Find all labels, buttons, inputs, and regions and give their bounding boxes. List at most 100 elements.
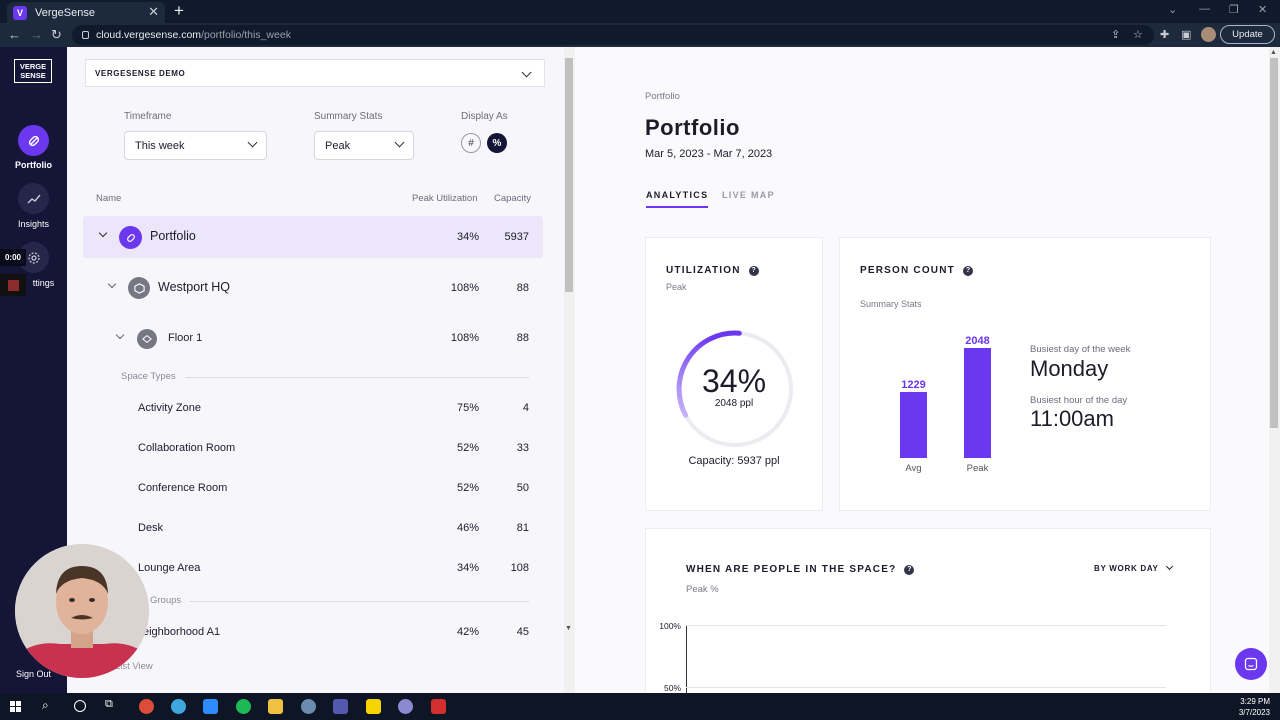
chevron-down-icon[interactable]: ⌄ <box>1168 4 1178 16</box>
browser-tab-bar: V VergeSense ✕ + ⌄ — ❐ ✕ <box>0 0 1280 23</box>
gear-icon <box>27 251 40 264</box>
chevron-down-icon <box>394 137 405 148</box>
back-icon[interactable]: ← <box>8 27 21 42</box>
bar-value-label: 1229 <box>901 379 925 391</box>
sign-out-label[interactable]: Sign Out <box>15 669 52 679</box>
restore-icon[interactable]: ❐ <box>1229 4 1239 16</box>
row-peak: 108% <box>450 332 479 344</box>
page-title: Portfolio <box>645 115 740 140</box>
url-field[interactable]: cloud.vergesense.com/portfolio/this_week <box>72 25 1154 45</box>
sidepanel-icon[interactable]: ▣ <box>1181 29 1192 41</box>
help-icon[interactable]: ? <box>748 266 759 276</box>
browser-tab[interactable]: V VergeSense ✕ <box>7 2 165 23</box>
sticky-notes-icon[interactable] <box>366 699 381 714</box>
row-name: Floor 1 <box>168 332 203 344</box>
file-explorer-icon[interactable] <box>268 699 283 714</box>
profile-avatar[interactable] <box>1201 27 1216 42</box>
system-clock[interactable]: 3:29 PM 3/7/2023 <box>1239 696 1270 718</box>
record-stop-button[interactable] <box>0 274 26 296</box>
breadcrumb[interactable]: Portfolio <box>645 91 680 102</box>
row-capacity: 45 <box>516 626 529 638</box>
chevron-down-icon[interactable] <box>115 330 125 340</box>
nav-portfolio-button[interactable] <box>18 125 49 156</box>
building-icon <box>128 277 150 299</box>
org-selector[interactable]: VERGESENSE DEMO <box>85 59 545 87</box>
building-row[interactable]: Westport HQ 108% 88 <box>83 267 543 309</box>
update-button[interactable]: Update <box>1220 25 1275 44</box>
stop-icon <box>7 279 19 291</box>
windows-start-icon[interactable] <box>10 701 21 712</box>
chrome-icon[interactable] <box>139 699 154 714</box>
y-tick-label: 100% <box>659 621 681 631</box>
space-type-row[interactable]: Lounge Area 34% 108 <box>83 557 543 581</box>
display-percent-toggle[interactable]: % <box>487 133 507 153</box>
close-window-icon[interactable]: ✕ <box>1258 4 1268 16</box>
acrobat-icon[interactable] <box>431 699 446 714</box>
utilization-card: UTILIZATION? Peak 34% 2048 ppl Capacity:… <box>645 237 823 511</box>
app-icon[interactable] <box>301 699 316 714</box>
nav-settings-label[interactable]: ttings <box>32 278 55 288</box>
star-icon[interactable]: ☆ <box>1133 29 1143 41</box>
scroll-up-icon[interactable]: ▲ <box>1270 49 1277 56</box>
row-peak: 42% <box>456 626 479 638</box>
task-view-icon[interactable]: ⧉ <box>105 698 113 710</box>
scrollbar-thumb[interactable] <box>565 58 573 292</box>
portfolio-row[interactable]: Portfolio 34% 5937 <box>83 216 543 258</box>
tab-live-map[interactable]: LIVE MAP <box>722 190 775 200</box>
space-type-row[interactable]: Conference Room 52% 50 <box>83 477 543 501</box>
app-icon[interactable] <box>171 699 186 714</box>
scroll-down-icon[interactable]: ▼ <box>565 625 572 632</box>
app-icon[interactable] <box>398 699 413 714</box>
left-scrollbar[interactable]: ▼ <box>564 47 575 693</box>
chat-button[interactable] <box>1235 648 1267 680</box>
chevron-down-icon <box>247 137 258 148</box>
space-type-row[interactable]: Collaboration Room 52% 33 <box>83 437 543 461</box>
peak-column-header[interactable]: Peak Utilization <box>412 193 478 204</box>
new-tab-icon[interactable]: + <box>174 1 184 20</box>
row-name: Desk <box>138 522 164 534</box>
nav-insights-label[interactable]: Insights <box>17 219 50 229</box>
group-row[interactable]: eighborhood A1 42% 45 <box>83 621 543 645</box>
share-icon[interactable]: ⇪ <box>1111 29 1121 41</box>
summary-stats-value: Peak <box>325 139 351 152</box>
display-as-label: Display As <box>461 111 508 122</box>
help-icon[interactable]: ? <box>904 565 915 575</box>
clock-date: 3/7/2023 <box>1238 708 1270 717</box>
bar-peak[interactable] <box>964 348 991 458</box>
bar-avg[interactable] <box>900 391 927 458</box>
nav-insights-button[interactable] <box>18 183 49 214</box>
help-icon[interactable]: ? <box>962 266 973 276</box>
vergesense-logo[interactable]: VERGE SENSE <box>14 59 52 83</box>
extensions-icon[interactable]: ✚ <box>1160 29 1170 41</box>
search-icon[interactable]: ⌕ <box>42 698 49 712</box>
row-capacity: 5937 <box>504 231 529 243</box>
reload-icon[interactable]: ↻ <box>51 27 62 42</box>
display-count-toggle[interactable]: # <box>461 133 481 153</box>
list-view-link[interactable]: e List View <box>107 661 153 672</box>
category-label: Peak <box>967 463 989 474</box>
tab-analytics[interactable]: ANALYTICS <box>646 190 709 208</box>
zoom-icon[interactable] <box>203 699 218 714</box>
nav-portfolio-label[interactable]: Portfolio <box>15 160 52 170</box>
utilization-subtitle: Peak <box>666 282 687 292</box>
space-type-row[interactable]: Activity Zone 75% 4 <box>83 397 543 421</box>
main-scrollbar[interactable]: ▲ <box>1269 47 1280 693</box>
chat-icon <box>1244 657 1258 671</box>
close-tab-icon[interactable]: ✕ <box>148 4 159 19</box>
summary-stats-select[interactable]: Peak <box>314 131 414 160</box>
name-column-header[interactable]: Name <box>96 193 122 204</box>
space-type-row[interactable]: Desk 46% 81 <box>83 517 543 541</box>
work-day-dropdown[interactable]: BY WORK DAY <box>1094 562 1174 573</box>
capacity-column-header[interactable]: Capacity <box>494 193 531 204</box>
timeframe-value: This week <box>135 139 185 152</box>
minimize-icon[interactable]: — <box>1199 3 1210 15</box>
chevron-down-icon[interactable] <box>107 279 117 289</box>
cortana-icon[interactable] <box>74 700 86 712</box>
floor-row[interactable]: Floor 1 108% 88 <box>83 319 543 359</box>
timeframe-select[interactable]: This week <box>124 131 267 160</box>
scrollbar-thumb[interactable] <box>1270 58 1278 428</box>
forward-icon[interactable]: → <box>30 27 43 42</box>
spotify-icon[interactable] <box>236 699 251 714</box>
teams-icon[interactable] <box>333 699 348 714</box>
chevron-down-icon[interactable] <box>98 228 108 238</box>
